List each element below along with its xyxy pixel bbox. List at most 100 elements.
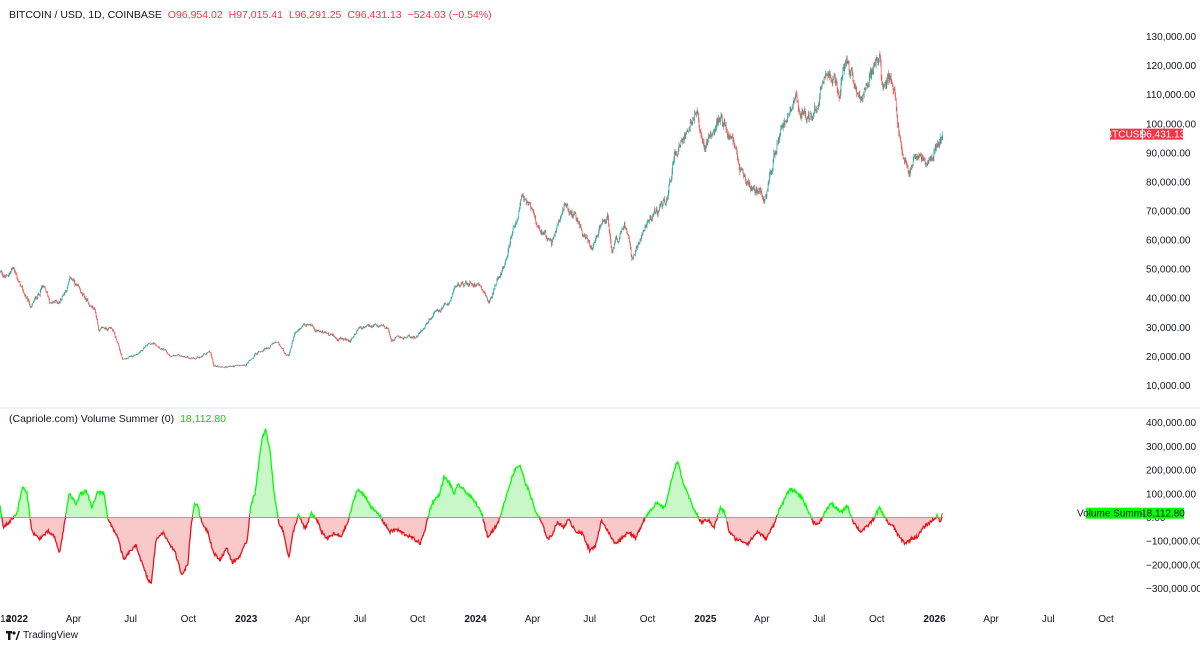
candle-body: [286, 355, 287, 356]
candle-body: [807, 117, 808, 118]
candle-body: [288, 355, 290, 356]
candle-body: [390, 338, 392, 341]
x-axis-tick-label: Apr: [525, 614, 541, 625]
candle-body: [341, 338, 343, 340]
indicator-area-negative: [539, 517, 646, 552]
candle-body: [179, 355, 180, 356]
candle-body: [434, 311, 435, 313]
candle-body: [520, 196, 522, 201]
candle-body: [302, 325, 304, 327]
candle-body: [880, 56, 881, 62]
candle-body: [739, 166, 741, 173]
candle-body: [55, 300, 57, 301]
candle-body: [904, 159, 906, 163]
candle-body: [818, 104, 819, 109]
candle-body: [193, 358, 195, 359]
candle-body: [52, 301, 54, 303]
candle-body: [448, 303, 450, 305]
candle-body: [118, 343, 120, 347]
candle-body: [853, 81, 855, 88]
candle-body: [126, 358, 128, 360]
candle-body: [778, 139, 780, 142]
candle-body: [410, 337, 412, 339]
candle-body: [830, 77, 832, 80]
candle-body: [921, 156, 922, 161]
candle-body: [531, 208, 533, 211]
candle-body: [446, 304, 447, 305]
candle-body: [862, 96, 863, 100]
candle-body: [451, 297, 452, 299]
indicator-line-negative: [315, 517, 350, 542]
candle-body: [279, 344, 280, 346]
candle-body: [198, 357, 200, 359]
candle-body: [548, 238, 550, 240]
tradingview-logo[interactable]: TradingView: [6, 630, 78, 641]
x-axis-tick-label: 2025: [694, 614, 717, 625]
tradingview-name: TradingView: [23, 630, 79, 641]
candle-body: [568, 210, 570, 214]
candle-body: [639, 242, 640, 244]
candle-body: [642, 234, 643, 235]
candle-body: [380, 324, 382, 326]
candle-body: [722, 122, 724, 127]
candle-body: [512, 226, 514, 232]
candle-body: [631, 254, 633, 260]
indicator-line-negative: [1, 515, 15, 530]
candle-body: [70, 277, 72, 279]
candle-body: [585, 236, 587, 239]
candle-body: [713, 131, 715, 133]
candle-body: [285, 353, 287, 356]
candle-body: [554, 235, 555, 237]
candle-body: [517, 216, 519, 220]
candle-body: [328, 335, 330, 336]
candle-body: [323, 332, 324, 333]
candle-body: [272, 343, 273, 344]
candle-body: [238, 365, 240, 367]
candle-body: [865, 84, 867, 90]
candle-body: [919, 153, 920, 156]
candle-body: [24, 295, 26, 297]
candle-body: [671, 171, 673, 179]
candle-body: [254, 353, 256, 356]
candle-body: [203, 353, 205, 355]
candle-body: [559, 221, 560, 223]
candle-body: [881, 75, 883, 82]
x-axis-tick-label: Oct: [181, 614, 197, 625]
candle-body: [251, 358, 253, 360]
candle-body: [217, 365, 219, 367]
candle-body: [785, 121, 787, 122]
candle-body: [833, 75, 835, 80]
candle-body: [364, 326, 366, 328]
candle-body: [787, 115, 788, 122]
candle-body: [253, 356, 255, 359]
candle-body: [385, 328, 386, 329]
candle-body: [910, 169, 911, 174]
candle-body: [284, 352, 285, 354]
candle-body: [635, 246, 637, 251]
candle-body: [770, 172, 772, 174]
candle-body: [107, 329, 108, 331]
candle-body: [248, 361, 250, 363]
candle-body: [347, 339, 348, 341]
candle-body: [254, 355, 255, 357]
candle-body: [829, 73, 831, 78]
candle-body: [44, 286, 45, 288]
candle-body: [591, 246, 592, 250]
candle-body: [259, 351, 261, 353]
candle-body: [455, 286, 456, 288]
symbol-legend: BITCOIN / USD, 1D, COINBASE O96,954.02 H…: [9, 9, 495, 21]
candle-body: [421, 330, 423, 332]
candle-body: [922, 158, 924, 161]
candle-body: [561, 213, 563, 215]
candle-body: [90, 306, 92, 307]
candle-body: [874, 62, 876, 64]
candle-body: [564, 204, 565, 206]
candle-body: [847, 61, 849, 64]
candle-body: [353, 336, 354, 338]
price-axis-tick-label: 10,000.00: [1146, 381, 1191, 392]
candle-body: [83, 293, 85, 298]
candle-body: [890, 76, 892, 82]
candle-body: [777, 139, 779, 144]
candle-body: [598, 228, 600, 233]
